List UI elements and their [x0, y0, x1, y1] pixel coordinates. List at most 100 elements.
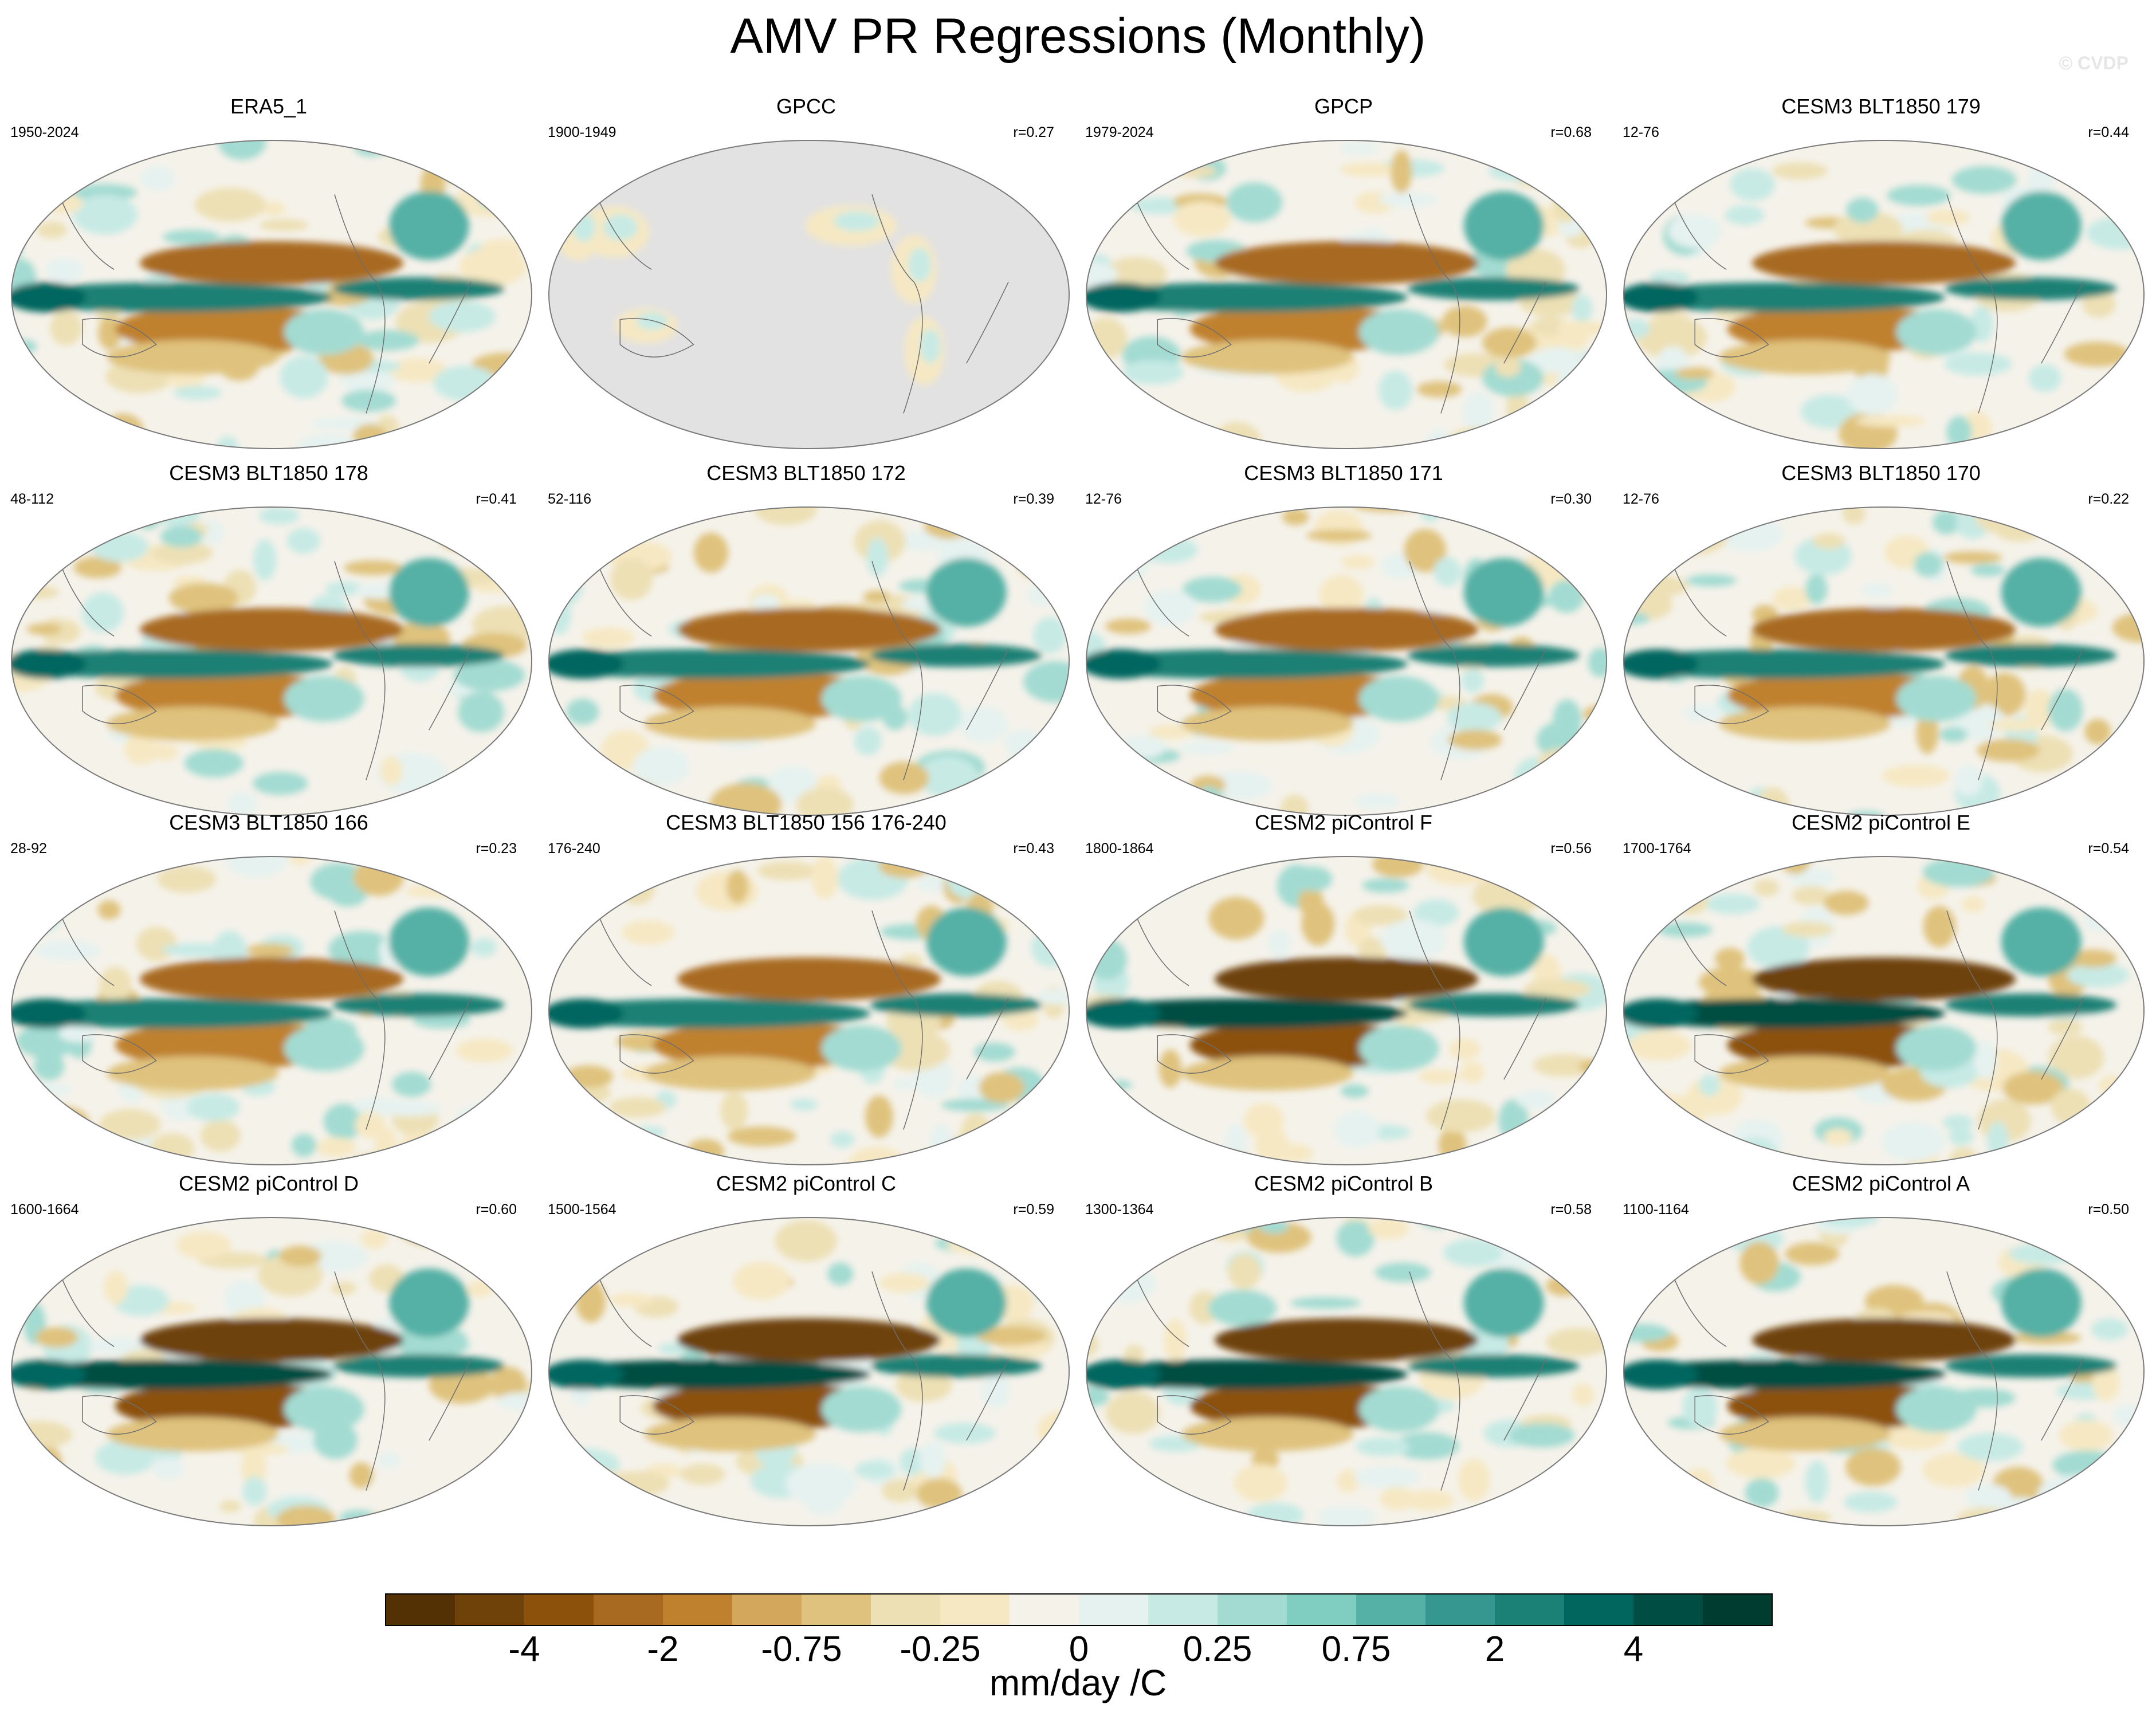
- colorbar-swatch: [1079, 1594, 1149, 1625]
- field-patch: [1093, 1218, 1127, 1239]
- wet-patch-south-america: [1358, 676, 1439, 722]
- field-patch: [399, 1218, 434, 1242]
- map-globe: [548, 1217, 1070, 1526]
- field-patch: [2048, 1035, 2104, 1079]
- field-patch: [827, 1262, 854, 1286]
- panel-title: CESM2 piControl B: [1254, 1172, 1434, 1195]
- wet-patch-north-atlantic: [388, 1268, 469, 1337]
- wet-band-indian: [549, 1360, 624, 1389]
- field-patch: [124, 733, 158, 765]
- field-patch: [2064, 341, 2130, 367]
- field-patch: [1572, 294, 1593, 324]
- dry-patch-south-pacific: [644, 1056, 816, 1091]
- map-globe: [11, 856, 532, 1165]
- field-patch: [2041, 422, 2083, 449]
- field-patch: [945, 1154, 978, 1165]
- field-patch: [2113, 409, 2144, 426]
- field-patch: [610, 558, 653, 600]
- field-patch: [16, 1443, 62, 1483]
- field-patch: [620, 1218, 685, 1237]
- field-patch: [476, 174, 525, 188]
- colorbar-svg: -4 -2 -0.75 -0.25 0 0.25 0.75 2 4: [385, 1593, 1773, 1662]
- field-patch: [1970, 564, 2005, 576]
- field-patch: [33, 1052, 65, 1081]
- field-patch: [1086, 905, 1123, 922]
- wet-band-atlantic: [870, 644, 1042, 667]
- field-patch: [775, 1220, 838, 1262]
- colorbar-swatch: [1703, 1594, 1773, 1625]
- field-patch: [2005, 507, 2072, 528]
- field-patch: [2091, 1318, 2128, 1341]
- field-patch: [29, 1137, 97, 1165]
- wet-band-equator: [549, 649, 870, 679]
- field-patch: [893, 1078, 917, 1091]
- wet-patch-south-america: [1896, 1025, 1977, 1071]
- field-patch: [963, 779, 1014, 811]
- field-patch: [1301, 902, 1335, 946]
- field-patch: [246, 943, 294, 957]
- field-patch: [1131, 507, 1181, 520]
- colorbar-swatch: [1425, 1594, 1495, 1625]
- field-patch: [486, 1236, 532, 1255]
- field-patch: [1946, 416, 1972, 448]
- field-patch: [1715, 948, 1745, 969]
- wet-band-equator: [1086, 999, 1408, 1028]
- field-patch: [1180, 741, 1234, 755]
- map-panel: CESM2 piControl C 1500-1564 r=0.59: [537, 1172, 1075, 1538]
- map-panel: CESM2 piControl A 1100-1164 r=0.50: [1612, 1172, 2150, 1538]
- field-patch: [693, 532, 728, 573]
- field-patch: [37, 221, 68, 239]
- field-patch: [1739, 1242, 1779, 1285]
- field-patch: [1086, 1468, 1121, 1487]
- field-patch: [987, 1494, 1050, 1506]
- panel-correlation: r=0.41: [476, 491, 517, 507]
- wet-band-atlantic: [870, 1354, 1042, 1377]
- map-panel: CESM2 piControl B 1300-1364 r=0.58: [1075, 1172, 1612, 1538]
- field-patch: [2051, 1088, 2091, 1125]
- dry-band-north: [677, 608, 941, 651]
- field-patch: [1460, 1061, 1485, 1084]
- field-patch: [1506, 150, 1560, 187]
- colorbar-tick-label: 0.25: [1183, 1629, 1252, 1662]
- field-patch: [1405, 1490, 1455, 1511]
- field-patch: [720, 1091, 748, 1130]
- field-patch: [1031, 928, 1069, 968]
- panel-grid: ERA5_1 1950-2024 GPCC 1900-1949 r=0.27 GPCP 19…: [10, 95, 2150, 1538]
- wet-band-indian: [11, 1360, 87, 1389]
- field-patch: [1843, 1491, 1898, 1513]
- dry-patch-south-pacific: [107, 340, 279, 375]
- field-patch: [1426, 1099, 1496, 1133]
- dry-band-north: [1752, 241, 2016, 285]
- colorbar-swatch: [732, 1594, 802, 1625]
- field-patch: [1572, 1383, 1595, 1407]
- field-patch: [2028, 364, 2061, 392]
- wet-band-indian: [1624, 1360, 1699, 1389]
- field-patch: [1416, 381, 1462, 398]
- field-patch: [2094, 378, 2144, 398]
- panel-correlation: r=0.68: [1550, 124, 1592, 140]
- field-patch: [50, 311, 83, 346]
- field-patch: [976, 1326, 1047, 1346]
- field-patch: [960, 1113, 992, 1157]
- field-patch: [1574, 774, 1607, 811]
- field-patch: [1448, 729, 1502, 751]
- field-patch: [1086, 910, 1102, 946]
- field-patch: [339, 1510, 379, 1526]
- field-patch: [291, 1133, 317, 1157]
- panel-title: CESM2 piControl A: [1792, 1172, 1970, 1195]
- field-patch: [260, 201, 286, 216]
- field-patch: [360, 1228, 388, 1249]
- field-patch: [1987, 1121, 2009, 1160]
- field-patch: [156, 866, 217, 893]
- field-patch: [881, 1478, 918, 1502]
- field-patch: [2055, 1488, 2123, 1526]
- field-patch: [1983, 673, 2026, 716]
- field-patch: [496, 745, 532, 774]
- field-patch: [1506, 1150, 1531, 1165]
- field-patch: [464, 1485, 496, 1515]
- globe-outline: [11, 506, 532, 816]
- field-patch: [1916, 710, 1939, 755]
- dry-patch-south-pacific: [644, 706, 816, 741]
- field-patch: [26, 143, 53, 166]
- coastline: [1673, 561, 2084, 780]
